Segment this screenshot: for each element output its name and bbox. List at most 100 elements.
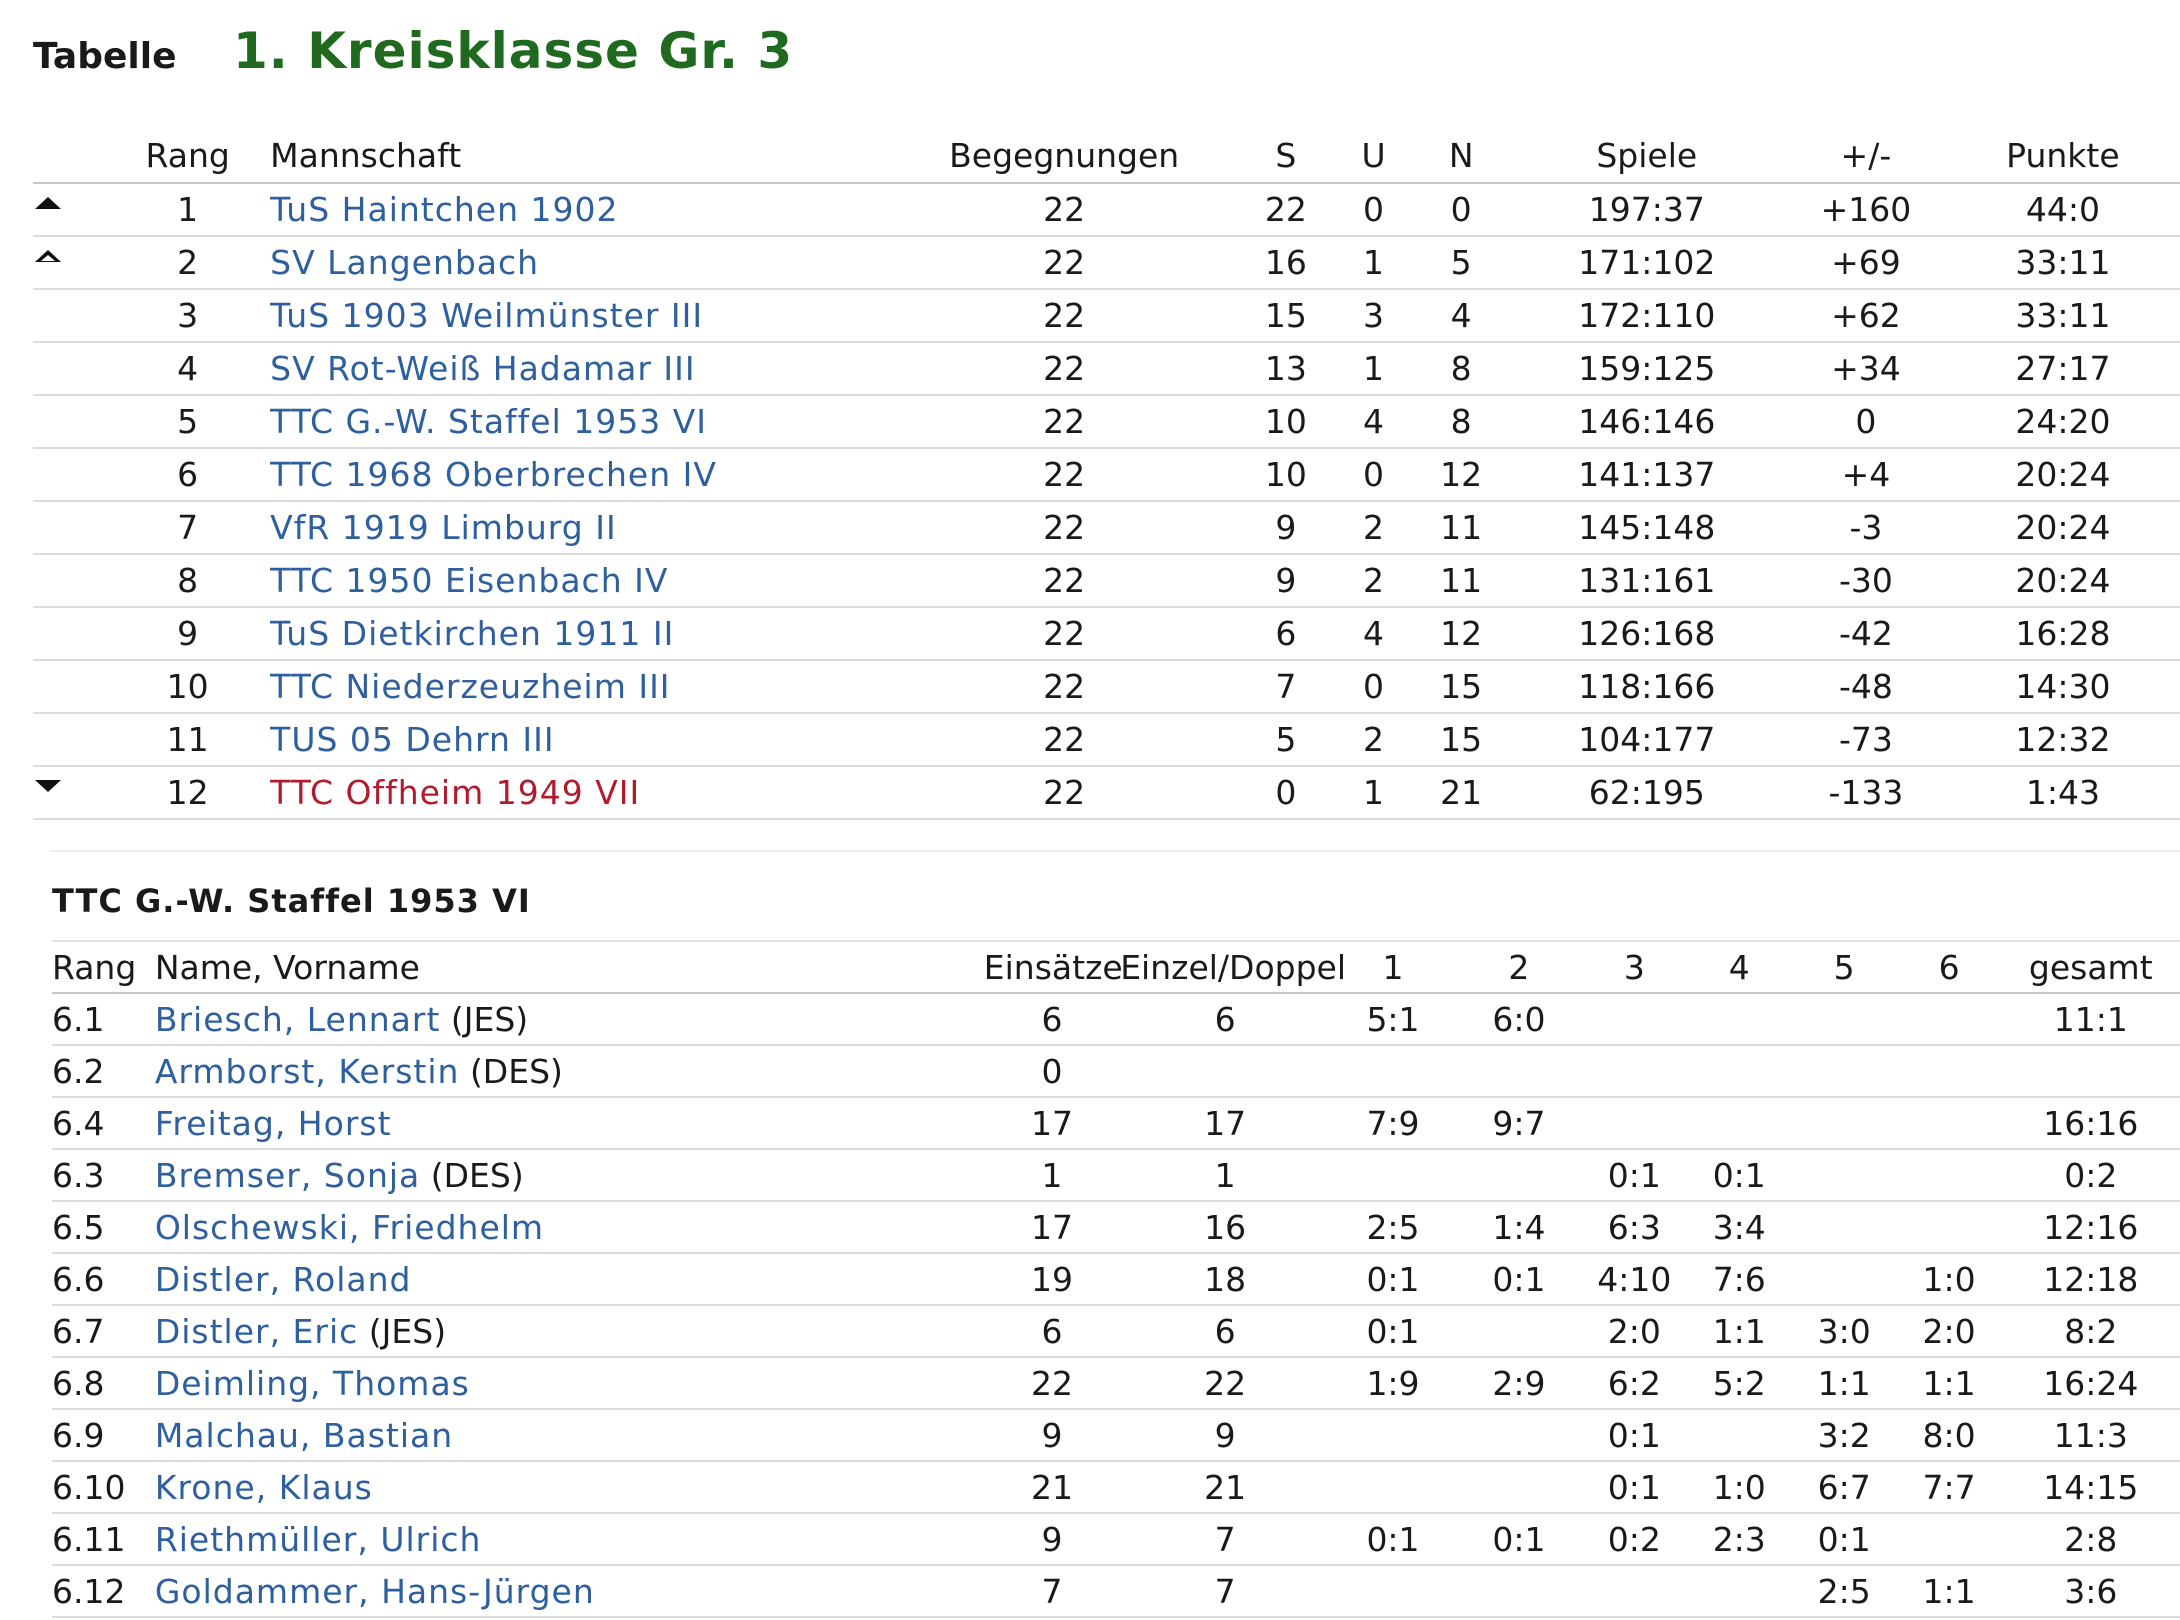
arrow-up-icon <box>35 196 61 209</box>
team-link[interactable]: TTC 1968 Oberbrechen IV <box>270 455 717 494</box>
rang-cell: 4 <box>105 342 271 396</box>
standings-row: 12 TTC Offheim 1949 VII 22 0 1 21 62:195 -133 1:… <box>33 766 2180 820</box>
team-link[interactable]: TTC Niederzeuzheim III <box>270 667 671 706</box>
pos-5-cell: 3:0 <box>1791 1305 1897 1358</box>
einsaetze-cell: 17 <box>983 1097 1121 1150</box>
standings-row: 2 SV Langenbach 22 16 1 5 171:102 +69 33:11 <box>33 236 2180 290</box>
team-link[interactable]: TTC Offheim 1949 VII <box>270 773 641 812</box>
player-row: 6.11 Riethmüller, Ulrich 9 7 0:1 0:1 0:2 2:3 0:1… <box>52 1513 2180 1566</box>
pos-3-cell <box>1581 1097 1687 1150</box>
player-name-cell: Goldammer, Hans-Jürgen <box>154 1565 984 1618</box>
players-body: 6.1 Briesch, Lennart (JES) 6 6 5:1 6:0 11:1 6.2… <box>52 993 2180 1618</box>
team-cell: TuS 1903 Weilmünster III <box>270 289 889 343</box>
spiele-cell: 126:168 <box>1507 607 1786 661</box>
pos-1-cell: 2:5 <box>1330 1201 1456 1254</box>
pos-4-cell: 1:1 <box>1686 1305 1792 1358</box>
unentschieden-cell: 2 <box>1332 554 1415 608</box>
rang-cell: 5 <box>105 395 271 449</box>
player-status-tag: (JES) <box>450 999 529 1039</box>
siege-cell: 0 <box>1239 766 1333 820</box>
spiele-cell: 172:110 <box>1507 289 1786 343</box>
pos-1-cell: 0:1 <box>1330 1253 1456 1306</box>
player-link[interactable]: Bremser, Sonja <box>154 1155 421 1195</box>
pos-4-cell <box>1686 993 1792 1046</box>
team-link[interactable]: TuS 1903 Weilmünster III <box>270 296 704 335</box>
pos-1-cell: 0:1 <box>1330 1305 1456 1358</box>
einsaetze-cell: 22 <box>983 1357 1121 1410</box>
marker-cell <box>33 183 106 237</box>
player-link[interactable]: Deimling, Thomas <box>154 1363 470 1403</box>
begegnungen-cell: 22 <box>888 289 1240 343</box>
rang-cell: 2 <box>105 236 271 290</box>
team-link[interactable]: SV Langenbach <box>270 243 540 282</box>
team-cell: SV Rot-Weiß Hadamar III <box>270 342 889 396</box>
player-link[interactable]: Distler, Roland <box>154 1259 412 1299</box>
einzel-doppel-cell: 16 <box>1120 1201 1331 1254</box>
player-link[interactable]: Freitag, Horst <box>154 1103 392 1143</box>
punkte-cell: 12:32 <box>1945 713 2180 767</box>
team-link[interactable]: VfR 1919 Limburg II <box>270 508 617 547</box>
marker-cell <box>33 448 106 502</box>
team-link[interactable]: TUS 05 Dehrn III <box>270 720 555 759</box>
col-rang: Rang <box>105 128 271 184</box>
pos-4-cell: 3:4 <box>1686 1201 1792 1254</box>
col-pos-2: 2 <box>1455 940 1582 994</box>
pos-4-cell <box>1686 1045 1792 1098</box>
player-rang-cell: 6.4 <box>52 1097 155 1150</box>
pos-4-cell <box>1686 1409 1792 1462</box>
col-pos-6: 6 <box>1896 940 2002 994</box>
pos-1-cell <box>1330 1149 1456 1202</box>
team-link[interactable]: TTC G.-W. Staffel 1953 VI <box>270 402 708 441</box>
begegnungen-cell: 22 <box>888 554 1240 608</box>
player-link[interactable]: Briesch, Lennart <box>154 999 441 1039</box>
col-gesamt: gesamt <box>2001 940 2180 994</box>
pos-2-cell <box>1455 1305 1582 1358</box>
differenz-cell: +4 <box>1785 448 1946 502</box>
differenz-cell: +160 <box>1785 183 1946 237</box>
begegnungen-cell: 22 <box>888 448 1240 502</box>
pos-1-cell <box>1330 1045 1456 1098</box>
pos-4-cell: 1:0 <box>1686 1461 1792 1514</box>
col-n: N <box>1414 128 1508 184</box>
col-einzel-doppel: Einzel/Doppel <box>1120 940 1346 994</box>
pos-3-cell <box>1581 993 1687 1046</box>
league-title: 1. Kreisklasse Gr. 3 <box>233 22 794 80</box>
player-link[interactable]: Riethmüller, Ulrich <box>154 1519 482 1559</box>
team-link[interactable]: TuS Dietkirchen 1911 II <box>270 614 675 653</box>
marker-cell <box>33 342 106 396</box>
pos-3-cell: 0:1 <box>1581 1461 1687 1514</box>
player-rang-cell: 6.11 <box>52 1513 155 1566</box>
punkte-cell: 33:11 <box>1945 289 2180 343</box>
player-rang-cell: 6.3 <box>52 1149 155 1202</box>
pos-4-cell: 5:2 <box>1686 1357 1792 1410</box>
player-name-cell: Freitag, Horst <box>154 1097 984 1150</box>
player-link[interactable]: Krone, Klaus <box>154 1467 373 1507</box>
team-link[interactable]: TTC 1950 Eisenbach IV <box>270 561 669 600</box>
player-link[interactable]: Malchau, Bastian <box>154 1415 454 1455</box>
player-name-cell: Krone, Klaus <box>154 1461 984 1514</box>
player-row: 6.8 Deimling, Thomas 22 22 1:9 2:9 6:2 5:2 1:1 1:… <box>52 1357 2180 1410</box>
rang-cell: 3 <box>105 289 271 343</box>
col-player-rang: Rang <box>52 940 155 994</box>
player-link[interactable]: Armborst, Kerstin <box>154 1051 460 1091</box>
pos-1-cell <box>1330 1461 1456 1514</box>
spiele-cell: 171:102 <box>1507 236 1786 290</box>
team-cell: TuS Haintchen 1902 <box>270 183 889 237</box>
player-link[interactable]: Distler, Eric <box>154 1311 359 1351</box>
team-cell: TTC Niederzeuzheim III <box>270 660 889 714</box>
siege-cell: 9 <box>1239 554 1333 608</box>
team-link[interactable]: SV Rot-Weiß Hadamar III <box>270 349 696 388</box>
team-cell: TUS 05 Dehrn III <box>270 713 889 767</box>
pos-2-cell <box>1455 1409 1582 1462</box>
player-link[interactable]: Olschewski, Friedhelm <box>154 1207 545 1247</box>
col-einsaetze: Einsätze <box>983 940 1123 994</box>
pos-4-cell: 0:1 <box>1686 1149 1792 1202</box>
player-link[interactable]: Goldammer, Hans-Jürgen <box>154 1571 595 1611</box>
gesamt-cell <box>2001 1045 2180 1098</box>
pos-6-cell: 2:0 <box>1896 1305 2002 1358</box>
pos-2-cell: 1:4 <box>1455 1201 1582 1254</box>
einsaetze-cell: 19 <box>983 1253 1121 1306</box>
team-link[interactable]: TuS Haintchen 1902 <box>270 190 619 229</box>
gesamt-cell: 16:16 <box>2001 1097 2180 1150</box>
player-rang-cell: 6.7 <box>52 1305 155 1358</box>
